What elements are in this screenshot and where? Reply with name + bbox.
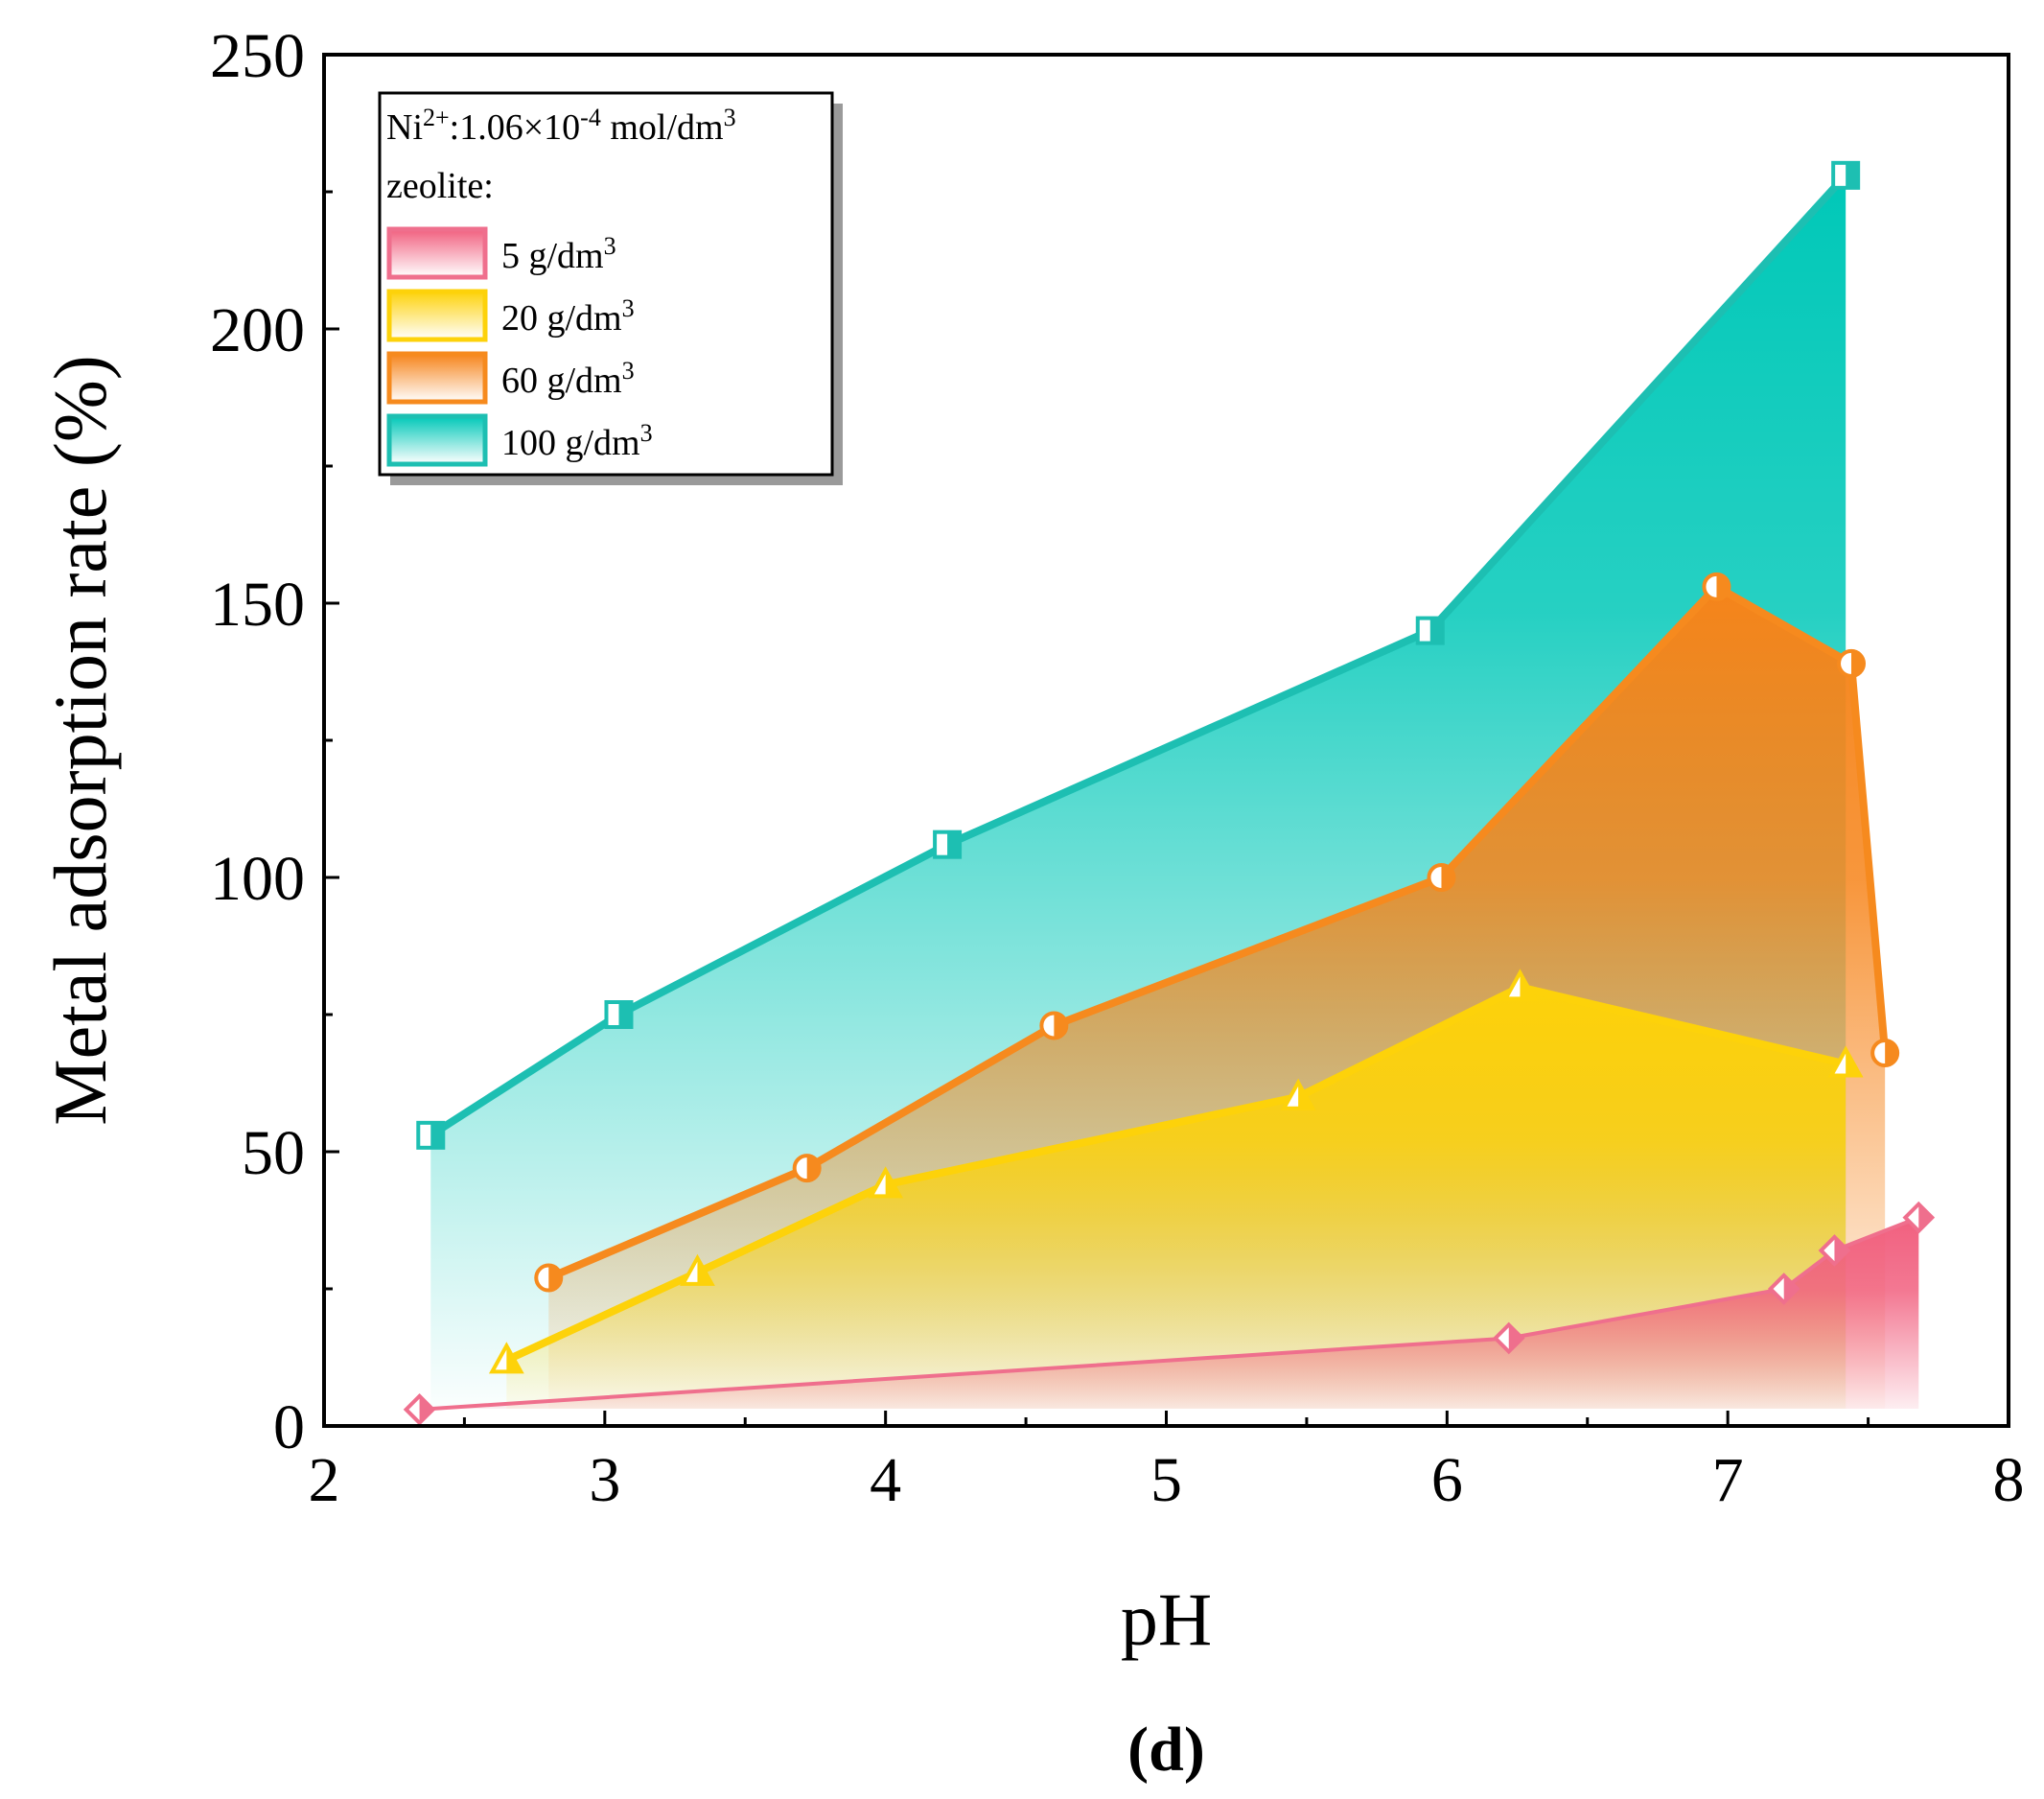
marker-square — [416, 1120, 446, 1150]
marker-triangle — [868, 1166, 904, 1199]
axis-ticks — [322, 53, 2010, 1428]
marker-triangle — [488, 1342, 524, 1374]
marker-diamond — [1492, 1321, 1525, 1355]
legend-header-zeolite: zeolite: — [386, 166, 494, 206]
marker-diamond-half — [1783, 1275, 1798, 1302]
marker-diamond — [403, 1393, 436, 1426]
y-tick-label: 250 — [210, 21, 305, 91]
y-tick-label: 100 — [210, 844, 305, 914]
legend-swatch — [386, 226, 488, 280]
y-tick-label: 150 — [210, 570, 305, 640]
legend-label: 5 g/dm3 — [501, 232, 616, 277]
marker-circle — [1427, 863, 1456, 892]
marker-triangle-half — [1846, 1049, 1861, 1076]
y-axis-title: Metal adsorption rate (%) — [38, 355, 122, 1126]
legend-swatch — [386, 289, 488, 342]
marker-triangle — [680, 1253, 715, 1286]
marker-circle — [1039, 1011, 1069, 1040]
x-tick-label: 5 — [1150, 1445, 1182, 1515]
axis-tick-labels: 2 3 4 5 6 7 8 0 50 100 150 200 250 — [210, 21, 2025, 1515]
legend-header-concentration: Ni2+:1.06×10-4 mol/dm3 — [386, 104, 736, 149]
marker-circle-half — [1716, 573, 1730, 599]
marker-triangle — [1827, 1045, 1864, 1078]
marker-diamond-half — [1918, 1203, 1933, 1231]
marker-circle — [1837, 648, 1867, 678]
legend-entry-60-g-dm3: 60 g/dm3 — [386, 351, 635, 405]
series-marker-layer — [403, 160, 1936, 1426]
x-axis-title: pH — [1121, 1577, 1212, 1661]
fill-20-g-dm3 — [506, 987, 1847, 1409]
x-tick-label: 3 — [589, 1445, 620, 1515]
marker-square-half — [1429, 618, 1443, 643]
y-tick-label: 200 — [210, 295, 305, 365]
x-tick-label: 8 — [1993, 1445, 2025, 1515]
marker-triangle-half — [1298, 1082, 1313, 1109]
legend-entry-100-g-dm3: 100 g/dm3 — [386, 413, 653, 467]
marker-circle-half — [548, 1265, 562, 1291]
panel-label: (d) — [1127, 1715, 1205, 1785]
marker-square — [1831, 160, 1861, 190]
marker-square — [933, 829, 963, 859]
marker-diamond — [1818, 1234, 1851, 1267]
legend-swatch — [386, 351, 488, 405]
marker-triangle-half — [1520, 972, 1535, 999]
marker-circle — [1870, 1039, 1900, 1068]
marker-triangle — [1502, 969, 1538, 1001]
marker-triangle-half — [506, 1345, 522, 1372]
marker-circle-half — [1851, 650, 1865, 676]
legend-label: 60 g/dm3 — [501, 357, 635, 402]
marker-square — [604, 1000, 634, 1029]
legend-label: 100 g/dm3 — [501, 419, 653, 464]
marker-diamond-half — [1834, 1236, 1848, 1264]
marker-square — [1415, 616, 1445, 645]
x-tick-label: 6 — [1431, 1445, 1463, 1515]
marker-square-half — [947, 831, 961, 857]
y-tick-label: 50 — [242, 1118, 305, 1188]
fill-5-g-dm3 — [419, 1217, 1919, 1410]
marker-circle — [1702, 572, 1731, 601]
marker-diamond — [1767, 1273, 1800, 1305]
marker-diamond — [1902, 1201, 1936, 1234]
x-tick-label: 2 — [309, 1445, 340, 1515]
marker-square-half — [430, 1122, 444, 1148]
marker-square-half — [618, 1002, 632, 1027]
marker-circle — [792, 1154, 822, 1183]
marker-circle — [534, 1263, 564, 1293]
marker-diamond-half — [419, 1395, 433, 1423]
marker-diamond-half — [1508, 1324, 1522, 1352]
marker-circle-half — [1441, 865, 1454, 890]
series-fill-layer — [419, 175, 1919, 1410]
legend-entry-5-g-dm3: 5 g/dm3 — [386, 226, 616, 280]
legend-swatch — [386, 413, 488, 467]
line-20-g-dm3 — [504, 983, 1847, 1364]
legend-label: 20 g/dm3 — [501, 294, 635, 339]
x-tick-label: 7 — [1712, 1445, 1744, 1515]
y-tick-label: 0 — [273, 1392, 305, 1462]
legend-box — [378, 91, 834, 477]
x-tick-label: 4 — [870, 1445, 901, 1515]
legend: Ni2+:1.06×10-4 mol/dm3 zeolite: 5 g/dm3 2… — [378, 91, 843, 485]
marker-triangle-half — [885, 1170, 900, 1197]
marker-circle-half — [1885, 1040, 1898, 1066]
marker-square-half — [1846, 162, 1859, 188]
marker-circle-half — [1054, 1013, 1067, 1039]
marker-triangle — [1280, 1078, 1316, 1110]
legend-entries: 5 g/dm3 20 g/dm3 60 g/dm3 100 g/dm3 — [386, 226, 653, 467]
marker-circle-half — [806, 1156, 820, 1181]
marker-triangle-half — [697, 1257, 712, 1284]
legend-entry-20-g-dm3: 20 g/dm3 — [386, 289, 635, 342]
